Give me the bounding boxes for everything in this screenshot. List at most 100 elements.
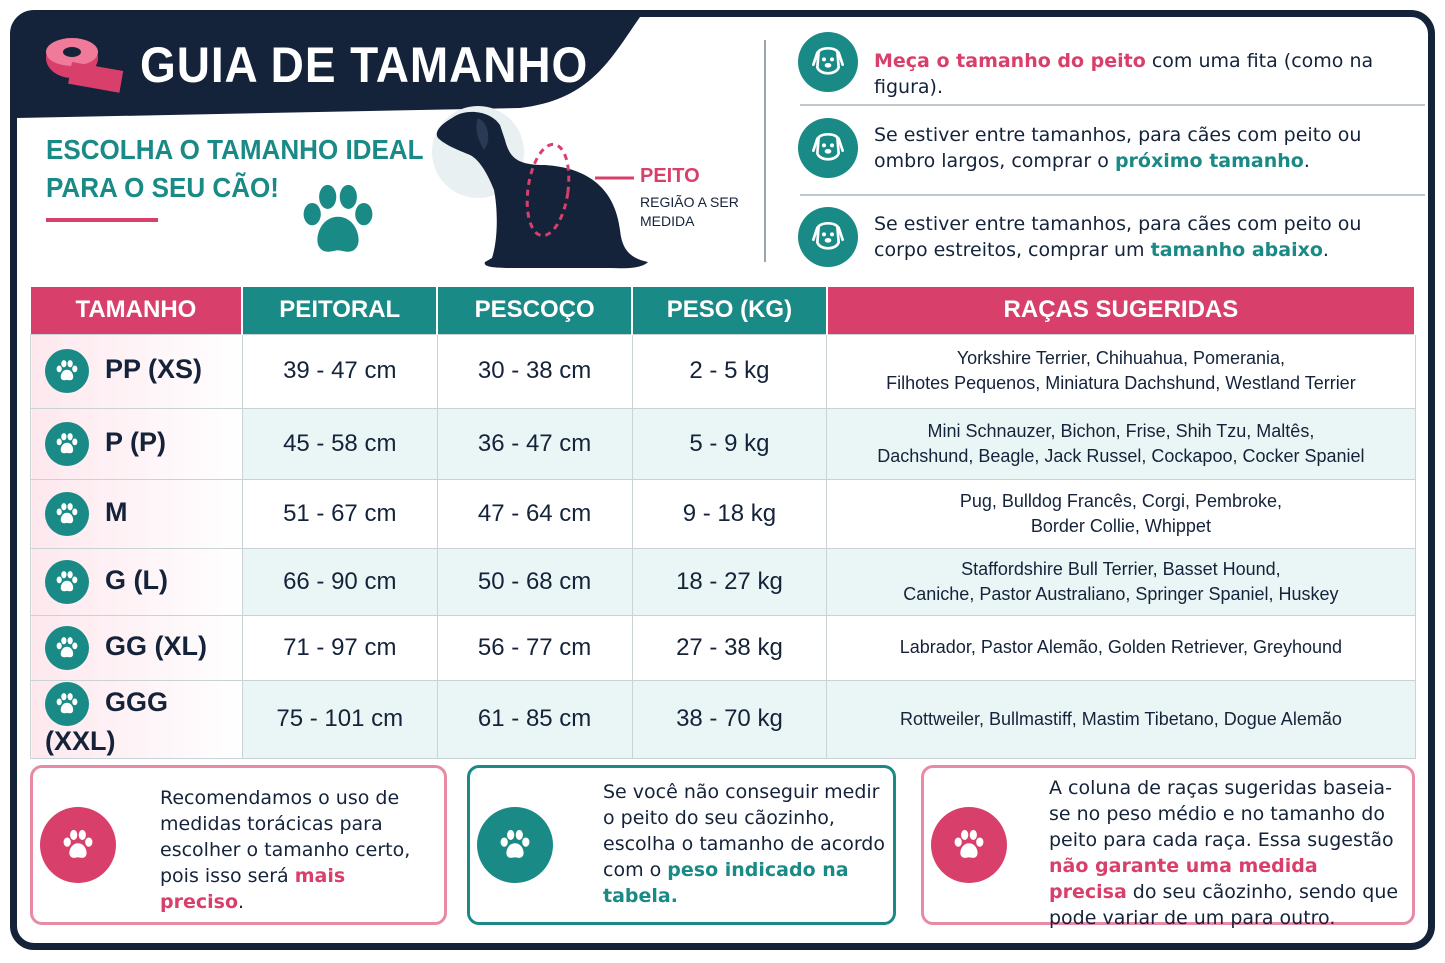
table-row: GG (XL) 71 - 97 cm 56 - 77 cm 27 - 38 kg Lab… <box>30 614 1416 681</box>
note-icon <box>40 807 116 883</box>
breeds-cell: Rottweiler, Bullmastiff, Mastim Tibetano… <box>826 679 1416 759</box>
text-run: . <box>1303 150 1310 172</box>
text-run: Recomendamos o uso de medidas torácicas … <box>160 787 411 887</box>
note-box <box>467 765 896 925</box>
text-run: . <box>1322 239 1329 261</box>
text-run: A coluna de raças sugeridas baseia-se no… <box>1049 777 1394 851</box>
neck-cell: 56 - 77 cm <box>436 614 633 681</box>
breeds-cell: Mini Schnauzer, Bichon, Frise, Shih Tzu,… <box>826 407 1416 480</box>
paw-badge <box>45 625 89 670</box>
neck-cell: 61 - 85 cm <box>436 679 633 759</box>
subtitle: PARA O SEU CÃO! <box>46 172 279 203</box>
tape-icon <box>46 38 124 93</box>
breeds-line: Dachshund, Beagle, Jack Russel, Cockapoo… <box>877 445 1365 466</box>
text-run: Se estiver entre tamanhos, para cães com… <box>874 124 1362 172</box>
header-row: TAMANHO PEITORAL PESCOÇO PESO (KG) RAÇAS SUG… <box>30 287 1417 334</box>
size-cell: GGG (XXL) <box>30 679 243 759</box>
size-cell: PP (XS) <box>30 333 243 409</box>
size-label: G (L) <box>105 564 168 595</box>
chest-cell: 66 - 90 cm <box>241 547 438 616</box>
note-text: A coluna de raças sugeridas baseia-se no… <box>1049 775 1399 931</box>
text-run: do seu cãozinho, sendo que pode variar d… <box>1049 881 1399 929</box>
table-row: G (L) 66 - 90 cm 50 - 68 cm 18 - 27 kg Staff… <box>30 547 1416 616</box>
note-icon-art <box>931 807 1007 883</box>
figure-caption: MEDIDA <box>640 213 695 229</box>
size-cell: GG (XL) <box>30 614 243 681</box>
size-table: TAMANHO PEITORAL PESCOÇO PESO (KG) RAÇAS SUG… <box>30 287 1417 759</box>
instruction: Se estiver entre tamanhos, para cães com… <box>874 122 1414 174</box>
column-header: TAMANHO <box>30 287 244 334</box>
figure-label: PEITO <box>640 165 700 187</box>
breeds-cell: Yorkshire Terrier, Chihuahua, Pomerania,… <box>826 333 1416 409</box>
breeds-line: Border Collie, Whippet <box>1030 515 1211 536</box>
dog-figure <box>432 106 648 269</box>
weight-cell: 5 - 9 kg <box>631 407 828 480</box>
header-band <box>17 17 640 118</box>
note-box <box>30 765 447 925</box>
size-label: P (P) <box>105 426 167 457</box>
breeds-line: Pug, Bulldog Francês, Corgi, Pembroke, <box>959 490 1282 511</box>
breeds-line: Filhotes Pequenos, Miniatura Dachshund, … <box>886 373 1356 393</box>
text-run: . <box>238 891 245 913</box>
paw-badge <box>45 491 89 536</box>
title: GUIA DE TAMANHO <box>140 37 589 93</box>
size-label: GGG (XXL) <box>45 686 169 756</box>
column-header: PEITORAL <box>242 287 439 334</box>
breeds-line: Yorkshire Terrier, Chihuahua, Pomerania, <box>956 348 1285 368</box>
size-cell: M <box>30 478 243 549</box>
note-icon <box>477 807 553 883</box>
note-icon-art <box>477 807 553 883</box>
paw-badge <box>45 559 89 604</box>
text-run: Se estiver entre tamanhos, para cães com… <box>874 213 1362 261</box>
text-run: peso indicado na tabela. <box>603 859 849 907</box>
text-run: próximo tamanho <box>1114 150 1304 172</box>
instruction: Se estiver entre tamanhos, para cães com… <box>874 211 1414 263</box>
text-run: Meça o tamanho do peito <box>874 50 1146 72</box>
note-text: Recomendamos o uso de medidas torácicas … <box>160 785 430 915</box>
column-header: PESO (KG) <box>632 287 828 334</box>
chest-cell: 71 - 97 cm <box>241 614 438 681</box>
neck-cell: 30 - 38 cm <box>436 333 633 409</box>
text-run: com uma fita (como na figura). <box>874 50 1374 98</box>
weight-cell: 18 - 27 kg <box>631 547 828 616</box>
note-icon <box>931 807 1007 883</box>
instruction: Meça o tamanho do peito com uma fita (co… <box>874 48 1414 100</box>
column-header: PESCOÇO <box>437 287 634 334</box>
note-icon-art <box>40 807 116 883</box>
breeds-cell: Pug, Bulldog Francês, Corgi, Pembroke, Bo… <box>826 478 1416 549</box>
text-run: mais preciso <box>160 865 346 913</box>
table-row: M 51 - 67 cm 47 - 64 cm 9 - 18 kg Pug, Bulld… <box>30 478 1416 549</box>
paw-badge <box>45 681 89 726</box>
breeds-line: Rottweiler, Bullmastiff, Mastim Tibetano… <box>899 708 1342 729</box>
size-label: PP (XS) <box>105 354 203 385</box>
text-run: tamanho abaixo <box>1150 239 1323 261</box>
neck-cell: 47 - 64 cm <box>436 478 633 549</box>
frame <box>10 10 1435 950</box>
note-text: Se você não conseguir medir o peito do s… <box>603 779 888 909</box>
chest-cell: 51 - 67 cm <box>241 478 438 549</box>
instruction-icons <box>798 32 858 267</box>
breeds-line: Staffordshire Bull Terrier, Basset Hound… <box>961 558 1281 579</box>
weight-cell: 2 - 5 kg <box>631 333 828 409</box>
chest-cell: 75 - 101 cm <box>241 679 438 759</box>
neck-cell: 36 - 47 cm <box>436 407 633 480</box>
breeds-line: Labrador, Pastor Alemão, Golden Retrieve… <box>899 637 1343 657</box>
chest-cell: 39 - 47 cm <box>241 333 438 409</box>
paw-badge <box>45 421 89 466</box>
neck-cell: 50 - 68 cm <box>436 547 633 616</box>
breeds-line: Caniche, Pastor Australiano, Springer Sp… <box>903 583 1339 604</box>
note-box <box>921 765 1415 925</box>
column-header: RAÇAS SUGERIDAS <box>826 287 1417 334</box>
paw-badge <box>45 349 89 393</box>
table-row: PP (XS) 39 - 47 cm 30 - 38 cm 2 - 5 kg Yorks… <box>30 333 1416 409</box>
text-run: não garante uma medida precisa <box>1049 855 1318 903</box>
chest-cell: 45 - 58 cm <box>241 407 438 480</box>
size-label: M <box>105 496 128 527</box>
table-row: GGG (XXL) 75 - 101 cm 61 - 85 cm 38 - 70 kg… <box>30 679 1416 759</box>
size-cell: G (L) <box>30 547 243 616</box>
weight-cell: 9 - 18 kg <box>631 478 828 549</box>
breeds-cell: Staffordshire Bull Terrier, Basset Hound… <box>826 547 1416 616</box>
weight-cell: 38 - 70 kg <box>631 679 828 759</box>
